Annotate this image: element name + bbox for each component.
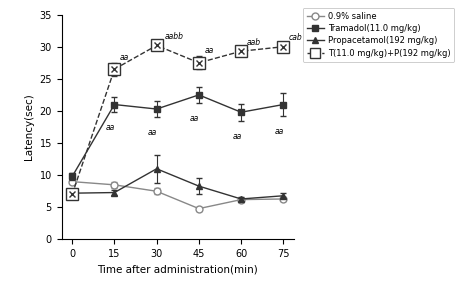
Text: aabb: aabb	[165, 32, 184, 41]
Text: aa: aa	[204, 46, 214, 55]
Text: aa: aa	[120, 53, 129, 62]
Text: aab: aab	[247, 38, 261, 47]
Text: aa: aa	[232, 132, 241, 140]
Legend: 0.9% saline, Tramadol(11.0 mg/kg), Propacetamol(192 mg/kg), T(11.0 mg/kg)+P(192 : 0.9% saline, Tramadol(11.0 mg/kg), Propa…	[303, 8, 455, 62]
Text: aa: aa	[190, 114, 199, 123]
Text: aa: aa	[274, 127, 284, 136]
Text: cab: cab	[289, 33, 303, 42]
X-axis label: Time after administration(min): Time after administration(min)	[97, 265, 258, 275]
Y-axis label: Latency(sec): Latency(sec)	[24, 94, 34, 160]
Text: aa: aa	[106, 123, 115, 132]
Text: aa: aa	[148, 128, 157, 137]
